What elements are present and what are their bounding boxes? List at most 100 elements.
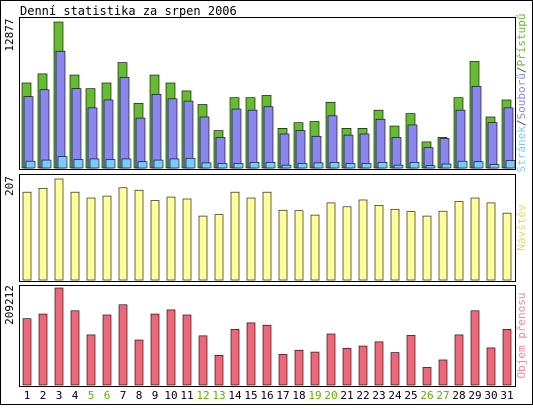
legend-part: Objem přenosu [515,292,528,378]
bar-visits-day-31 [502,212,512,281]
x-tick-label-day-28: 28 [452,389,465,402]
bar-pages-day-4 [73,159,84,169]
bar-pages-day-22 [361,163,372,169]
bar-pages-day-3 [57,156,68,169]
bar-bytes-day-6 [102,314,112,386]
bar-pages-day-24 [393,164,404,169]
bar-pages-day-23 [377,162,388,169]
bar-files-day-3 [55,50,66,169]
bar-bytes-day-1 [22,318,32,386]
legend-part: Stránek [515,126,528,173]
bar-pages-day-21 [345,163,356,169]
bar-visits-day-22 [358,199,368,281]
bar-files-day-12 [199,116,210,169]
bar-visits-day-16 [262,191,272,281]
bar-files-day-20 [327,115,338,169]
bar-bytes-day-30 [486,347,496,386]
bar-files-day-6 [103,99,114,169]
bar-files-day-7 [119,76,130,169]
x-tick-label-day-6: 6 [104,389,111,402]
bar-files-day-15 [247,109,258,169]
bar-bytes-day-14 [230,329,240,386]
bar-bytes-day-20 [326,333,336,386]
x-tick-label-day-9: 9 [152,389,159,402]
bar-pages-day-14 [233,163,244,169]
legend-part: / [515,119,528,126]
bar-pages-day-19 [313,162,324,169]
bar-pages-day-1 [25,160,36,169]
x-tick-label-day-30: 30 [484,389,497,402]
series-legend-label: Návštěv [515,204,528,251]
x-tick-label-day-25: 25 [404,389,417,402]
bar-files-day-27 [439,138,450,169]
bar-visits-day-18 [294,210,304,281]
bar-pages-day-8 [137,161,148,169]
bar-bytes-day-13 [214,355,224,386]
legend-part: Přístupů [515,14,528,67]
bar-pages-day-9 [153,159,164,169]
panel-bytes: 209212 Objem přenosu [3,285,528,387]
panels-layer: 12877Stránek/Souborů/Přístupů207Návštěv2… [3,14,528,387]
bar-bytes-day-12 [198,335,208,386]
bar-files-day-21 [343,134,354,169]
bar-visits-day-2 [38,187,48,281]
x-tick-label-day-1: 1 [24,389,31,402]
y-max-label: 207 [3,176,16,196]
bar-pages-day-13 [217,163,228,169]
bar-bytes-day-16 [262,324,272,386]
x-tick-label-day-7: 7 [120,389,127,402]
bar-files-day-11 [183,100,194,169]
series-legend-label: Objem přenosu [515,292,528,378]
x-tick-label-day-29: 29 [468,389,481,402]
bar-files-day-17 [279,133,290,169]
x-tick-label-day-31: 31 [500,389,513,402]
bar-visits-day-11 [182,198,192,281]
bar-bytes-day-18 [294,349,304,386]
bar-files-day-28 [455,109,466,169]
bar-files-day-22 [359,133,370,169]
x-tick-label-day-5: 5 [88,389,95,402]
bar-visits-day-28 [454,201,464,281]
bar-bytes-day-23 [374,341,384,386]
bar-files-day-25 [407,124,418,169]
bar-visits-day-25 [406,211,416,281]
bar-visits-day-26 [422,215,432,281]
bar-bytes-day-15 [246,322,256,386]
bar-visits-day-9 [150,200,160,281]
bar-visits-day-7 [118,187,128,281]
x-tick-label-day-12: 12 [196,389,209,402]
x-tick-label-day-21: 21 [340,389,353,402]
x-tick-label-day-16: 16 [260,389,273,402]
bar-visits-day-6 [102,195,112,281]
bar-bytes-day-28 [454,334,464,386]
bar-bytes-day-4 [70,310,80,386]
bar-pages-day-25 [409,162,420,169]
bar-visits-day-19 [310,214,320,281]
bar-pages-day-30 [489,164,500,169]
bar-visits-day-24 [390,208,400,281]
bar-bytes-day-25 [406,335,416,386]
legend-part: Souborů [515,73,528,119]
x-tick-label-day-8: 8 [136,389,143,402]
bar-bytes-day-3 [54,287,64,386]
bar-pages-day-20 [329,162,340,169]
bar-pages-day-15 [249,162,260,169]
bar-bytes-day-27 [438,359,448,386]
x-tick-label-day-23: 23 [372,389,385,402]
chart-title: Denní statistika za srpen 2006 [20,4,237,18]
legend-part: Návštěv [515,204,528,251]
bar-pages-day-31 [505,160,516,169]
x-tick-label-day-2: 2 [40,389,47,402]
bar-bytes-day-24 [390,352,400,386]
bar-files-day-4 [71,88,82,169]
bar-bytes-day-7 [118,304,128,386]
bar-visits-day-10 [166,196,176,281]
bar-bytes-day-17 [278,354,288,386]
y-max-label: 209212 [3,285,16,325]
bar-bytes-day-26 [422,367,432,386]
bar-bytes-day-11 [182,314,192,386]
bar-bytes-day-8 [134,339,144,386]
